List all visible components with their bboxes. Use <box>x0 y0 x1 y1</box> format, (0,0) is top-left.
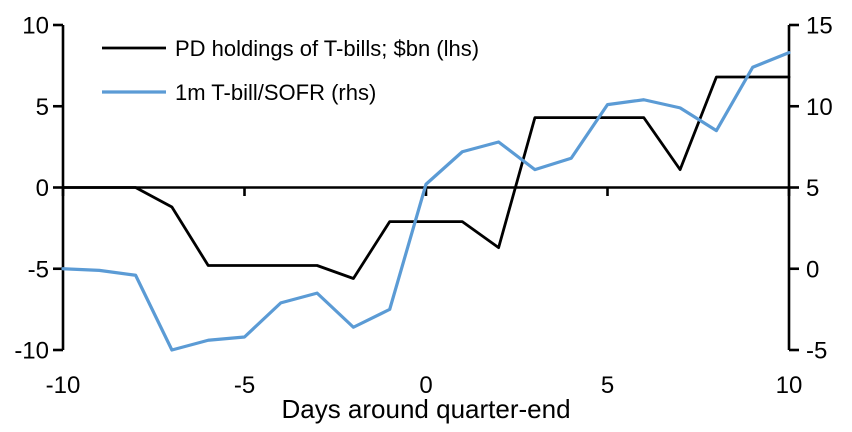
x-axis-tick-label: -10 <box>46 372 81 399</box>
x-axis-ticks: -10 -5 0 5 10 <box>46 187 803 399</box>
left-axis-tick-label: 0 <box>36 175 49 202</box>
left-axis-tick-label: -5 <box>28 256 49 283</box>
right-axis-tick-label: -5 <box>806 338 827 365</box>
right-axis-tick-label: 10 <box>806 94 833 121</box>
series-lines <box>61 51 791 352</box>
right-axis-ticks: 15 10 5 0 -5 <box>789 13 833 365</box>
x-axis-tick-label: -5 <box>234 372 255 399</box>
x-axis-tick-label: 10 <box>776 372 803 399</box>
x-axis-tick-label: 0 <box>419 372 432 399</box>
right-axis-tick-label: 5 <box>806 175 819 202</box>
legend: PD holdings of T-bills; $bn (lhs) 1m T-b… <box>102 36 479 105</box>
x-axis-title: Days around quarter-end <box>281 394 570 424</box>
right-axis-tick-label: 0 <box>806 256 819 283</box>
right-axis-tick-label: 15 <box>806 13 833 40</box>
legend-label-pd-holdings: PD holdings of T-bills; $bn (lhs) <box>175 36 479 61</box>
left-axis-tick-label: 10 <box>22 13 49 40</box>
left-axis-ticks: 10 5 0 -5 -10 <box>14 13 63 365</box>
series-line-pd-holdings <box>61 75 791 280</box>
left-axis-tick-label: 5 <box>36 94 49 121</box>
left-axis-tick-label: -10 <box>14 338 49 365</box>
x-axis-tick-label: 5 <box>601 372 614 399</box>
series-line-tbill-sofr <box>61 51 791 352</box>
legend-label-tbill-sofr: 1m T-bill/SOFR (rhs) <box>175 80 376 105</box>
